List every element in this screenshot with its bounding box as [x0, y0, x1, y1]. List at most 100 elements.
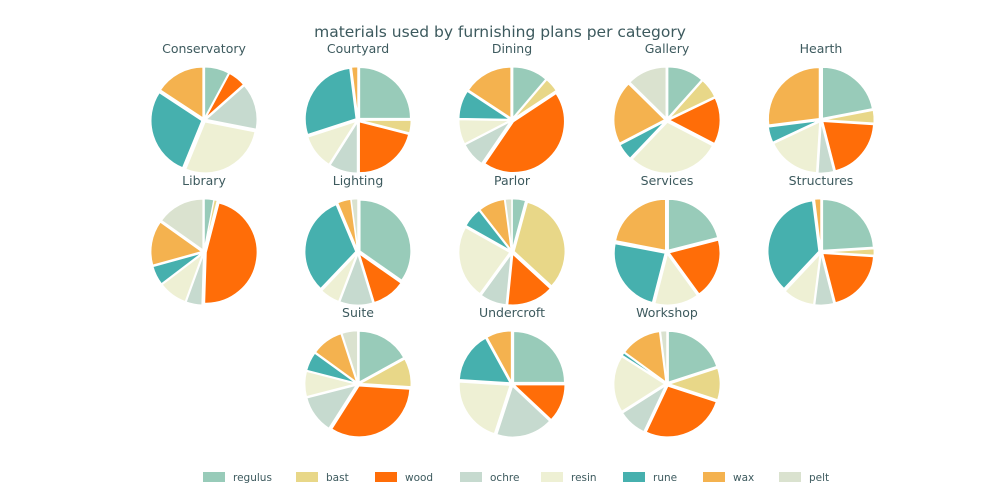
- legend-swatch: [623, 472, 645, 482]
- pie-slice-wood: [645, 385, 718, 438]
- pie-slice-resin: [458, 226, 511, 295]
- pie-title: Parlor: [494, 173, 531, 188]
- pie-slice-wax: [486, 330, 513, 383]
- pie-dining: Dining: [458, 41, 566, 174]
- pie-slice-rune: [619, 120, 666, 160]
- legend: regulus bast wood ochre resin rune wax pelt: [203, 472, 829, 484]
- pie-slice-wax: [150, 221, 204, 266]
- legend-label: resin: [571, 472, 597, 484]
- pie-parlor: Parlor: [458, 173, 566, 306]
- pie-slice-resin: [307, 120, 358, 166]
- pie-slice-bast: [823, 248, 875, 256]
- pie-title: Courtyard: [327, 41, 389, 56]
- pie-slice-wood: [507, 252, 552, 306]
- legend-swatch: [460, 472, 482, 482]
- pie-slice-resin: [631, 121, 714, 174]
- pie-slice-ochre: [480, 251, 513, 306]
- pie-slice-rune: [150, 91, 203, 169]
- legend-swatch: [203, 472, 225, 482]
- pie-slice-pelt: [160, 198, 204, 252]
- pie-slice-bast: [667, 367, 721, 401]
- pie-slice-pelt: [628, 66, 667, 120]
- pie-slice-wood: [330, 385, 411, 438]
- pie-title: Conservatory: [162, 41, 246, 56]
- pie-slice-pelt: [341, 330, 359, 383]
- pie-title: Lighting: [333, 173, 384, 188]
- pie-slice-resin: [772, 120, 821, 174]
- pie-slice-wood: [203, 202, 258, 304]
- pie-slice-rune: [621, 351, 666, 384]
- pie-slice-resin: [784, 252, 821, 306]
- pie-slice-wood: [821, 120, 875, 172]
- pie-slice-ochre: [814, 254, 835, 306]
- pie-slice-resin: [184, 121, 256, 174]
- pie-slice-wood: [667, 97, 721, 145]
- legend-item-bast: bast: [296, 472, 349, 484]
- pie-slice-wax: [767, 66, 820, 126]
- pie-slice-regulus: [359, 199, 412, 282]
- pie-suite: Suite: [304, 305, 412, 438]
- pie-slice-rune: [152, 252, 203, 285]
- legend-swatch: [541, 472, 563, 482]
- pie-slice-wood: [668, 239, 721, 295]
- pie-slice-bast: [513, 78, 558, 120]
- pie-slice-ochre: [621, 384, 667, 433]
- legend-item-ochre: ochre: [460, 472, 519, 484]
- pie-services: Services: [613, 173, 721, 306]
- pie-hearth: Hearth: [767, 41, 875, 174]
- pie-slice-wax: [350, 66, 359, 118]
- pie-library: Library: [150, 173, 258, 306]
- pie-title: Hearth: [800, 41, 843, 56]
- legend-item-resin: resin: [541, 472, 597, 484]
- legend-swatch: [296, 472, 318, 482]
- legend-item-regulus: regulus: [203, 472, 272, 484]
- pie-title: Workshop: [636, 305, 698, 320]
- pie-slice-ochre: [204, 84, 258, 130]
- pie-slice-ochre: [817, 122, 835, 174]
- pie-title: Structures: [789, 173, 854, 188]
- pie-slice-regulus: [512, 66, 547, 120]
- pie-slice-bast: [513, 201, 566, 287]
- pie-conservatory: Conservatory: [150, 41, 258, 174]
- legend-item-wood: wood: [375, 472, 433, 484]
- pie-slice-wood: [358, 120, 410, 174]
- pie-slice-resin: [161, 252, 204, 303]
- legend-label: wood: [405, 472, 433, 484]
- pie-slice-resin: [613, 355, 666, 413]
- pie-slice-rune: [305, 352, 357, 384]
- pie-title: Services: [641, 173, 694, 188]
- pie-slice-regulus: [821, 198, 875, 252]
- pie-lighting: Lighting: [304, 173, 412, 306]
- legend-item-pelt: pelt: [779, 472, 829, 484]
- pie-slice-wax: [478, 198, 513, 253]
- pie-slice-resin: [304, 370, 356, 398]
- pie-slice-rune: [767, 120, 820, 144]
- pie-slice-ochre: [339, 252, 374, 306]
- pie-slice-wood: [483, 92, 566, 174]
- pie-slice-wood: [204, 72, 245, 119]
- pie-slice-regulus: [358, 66, 412, 120]
- pie-slice-pelt: [504, 198, 513, 250]
- chart-title: materials used by furnishing plans per c…: [314, 23, 686, 41]
- pie-slice-regulus: [667, 66, 703, 120]
- pie-slice-wax: [623, 330, 667, 384]
- pie-slice-ochre: [185, 253, 205, 306]
- pie-slice-wood: [358, 252, 402, 304]
- pie-slice-wood: [512, 384, 566, 421]
- pie-slice-resin: [458, 118, 511, 145]
- legend-label: bast: [326, 472, 349, 484]
- pie-title: Suite: [342, 305, 374, 320]
- pie-slice-regulus: [203, 66, 230, 119]
- pie-slice-rune: [304, 67, 357, 136]
- pie-slice-pelt: [350, 198, 359, 250]
- pie-slice-rune: [613, 242, 666, 304]
- pie-slice-pelt: [659, 330, 668, 382]
- pies-group: Conservatory Courtyard Dining Gallery Hearth…: [150, 41, 875, 438]
- pie-slice-wax: [614, 198, 667, 252]
- legend-swatch: [703, 472, 725, 482]
- pie-slice-rune: [767, 200, 820, 290]
- pie-slice-wax: [314, 332, 358, 384]
- pie-title: Library: [182, 173, 226, 188]
- pie-courtyard: Courtyard: [304, 41, 412, 174]
